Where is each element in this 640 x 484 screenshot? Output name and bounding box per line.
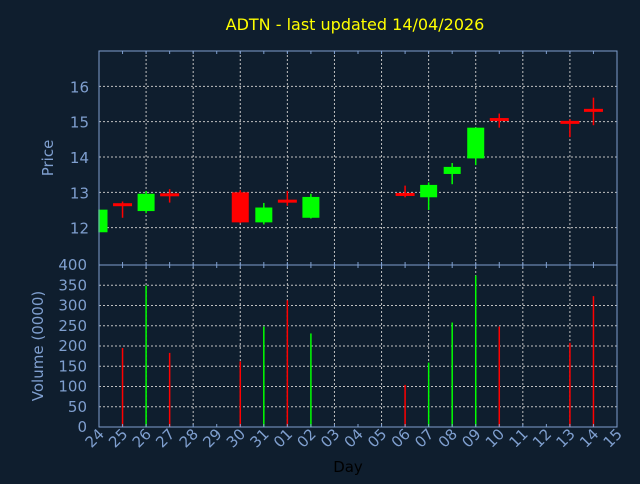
candle-body xyxy=(302,196,320,218)
candle-body xyxy=(255,207,273,223)
candle-body xyxy=(137,193,155,212)
candle-body xyxy=(560,120,580,124)
candle-body xyxy=(277,199,297,203)
price-tick-label: 15 xyxy=(70,114,89,132)
candle-body xyxy=(231,192,249,223)
volume-tick-label: 400 xyxy=(58,256,87,274)
price-tick-label: 14 xyxy=(70,149,89,167)
candle-body xyxy=(99,209,108,233)
volume-tick-label: 150 xyxy=(58,357,87,375)
candle-body xyxy=(583,108,603,112)
price-tick-label: 13 xyxy=(70,184,89,202)
candle-body xyxy=(395,192,415,196)
candle-body xyxy=(160,193,180,197)
volume-tick-label: 350 xyxy=(58,276,87,294)
price-tick-label: 16 xyxy=(70,78,89,96)
candle-body xyxy=(443,166,461,174)
candle-body xyxy=(489,118,509,122)
price-tick-label: 12 xyxy=(70,220,89,238)
chart-title: ADTN - last updated 14/04/2026 xyxy=(226,15,485,34)
volume-tick-label: 0 xyxy=(77,418,87,436)
volume-tick-label: 100 xyxy=(58,378,87,396)
volume-tick-label: 300 xyxy=(58,297,87,315)
candle-body xyxy=(113,203,133,207)
volume-tick-label: 50 xyxy=(68,398,87,416)
volume-axis-label: Volume (0000) xyxy=(29,291,47,401)
y-axis-label: Price xyxy=(39,140,57,177)
candle-body xyxy=(420,184,438,198)
volume-tick-label: 250 xyxy=(58,317,87,335)
volume-tick-label: 200 xyxy=(58,337,87,355)
x-axis-label: Day xyxy=(333,458,363,476)
candle-body xyxy=(467,127,485,159)
